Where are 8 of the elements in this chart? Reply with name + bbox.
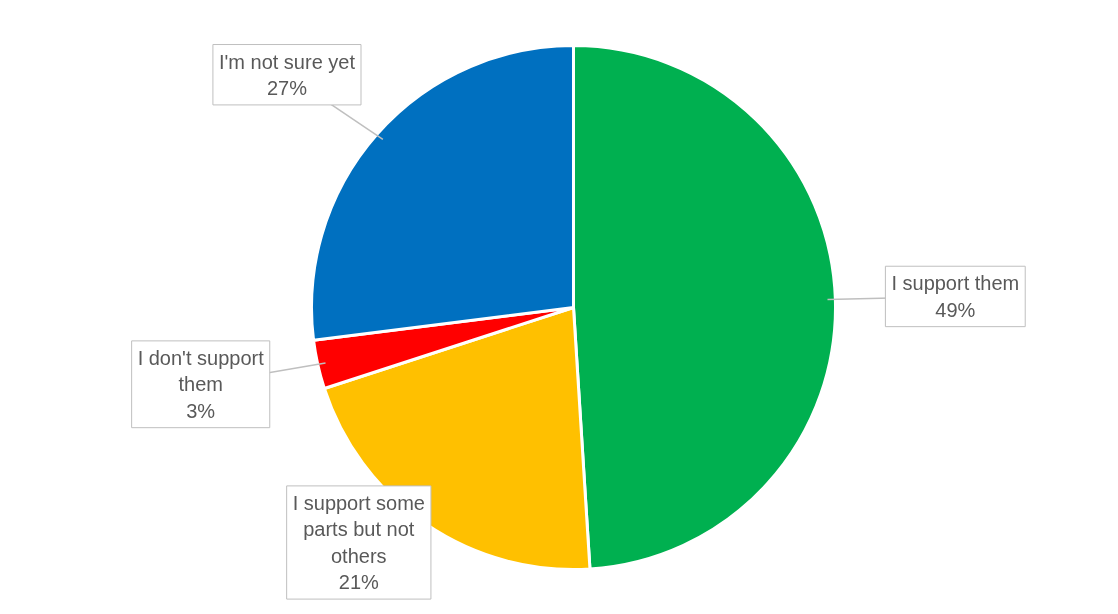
data-label: 21% (338, 571, 380, 594)
slice-label: I support them (891, 272, 1020, 295)
slice-label: I'm not sure yet (218, 50, 356, 73)
data-label: 3% (186, 399, 216, 422)
data-label: 27% (266, 76, 308, 99)
data-label: 49% (935, 298, 976, 321)
slice-label: I support some parts but not others (292, 491, 425, 567)
slice-label: I don't support them (137, 346, 265, 396)
